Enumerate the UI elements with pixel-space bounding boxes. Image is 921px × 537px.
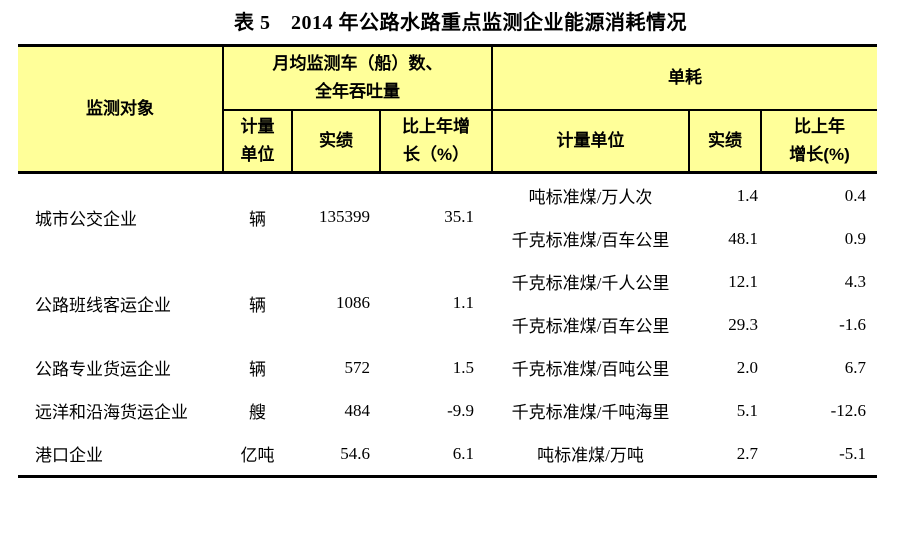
header-consumption-growth: 比上年 增长(%): [761, 110, 878, 174]
cell-enterprise-name: 公路专业货运企业: [18, 346, 223, 389]
header-row-columns: 计量 单位 实绩 比上年增 长（%） 计量单位 实绩 比上年 增长(%): [18, 110, 878, 174]
cell-enterprise-name: 公路班线客运企业: [18, 260, 223, 346]
table-row: 公路专业货运企业 辆 572 1.5 千克标准煤/百吨公里 2.0 6.7: [18, 346, 878, 389]
cell-consumption-actual: 12.1: [689, 260, 762, 303]
header-row-groups: 监测对象 月均监测车（船）数、 全年吞吐量 单耗: [18, 44, 878, 174]
cell-fleet-actual: 54.6: [292, 432, 380, 478]
cell-consumption-actual: 5.1: [689, 389, 762, 432]
cell-consumption-unit: 吨标准煤/万人次: [492, 172, 690, 217]
cell-consumption-actual: 2.7: [689, 432, 762, 478]
cell-fleet-unit: 辆: [223, 172, 292, 260]
cell-consumption-unit: 千克标准煤/百车公里: [492, 217, 690, 260]
cell-consumption-actual: 2.0: [689, 346, 762, 389]
cell-enterprise-name: 城市公交企业: [18, 172, 223, 260]
cell-consumption-growth: 6.7: [761, 346, 878, 389]
table-row: 公路班线客运企业 辆 1086 1.1 千克标准煤/千人公里 12.1 4.3: [18, 260, 878, 346]
cell-consumption-growth: -12.6: [761, 389, 878, 432]
table-row: 千克标准煤/百车公里 48.1 0.9: [18, 217, 878, 260]
cell-fleet-actual: 135399: [292, 172, 380, 260]
cell-fleet-unit: 辆: [223, 260, 292, 346]
cell-fleet-growth: 1.1: [380, 260, 493, 346]
header-monitoring-object: 监测对象: [18, 44, 224, 174]
table-row: 城市公交企业 辆 135399 35.1 吨标准煤/万人次 1.4 0.4: [18, 172, 878, 260]
header-consumption-actual: 实绩: [689, 110, 763, 174]
cell-fleet-growth: 1.5: [380, 346, 493, 389]
cell-consumption-growth: 0.4: [761, 172, 878, 217]
cell-fleet-unit: 亿吨: [223, 432, 292, 478]
cell-fleet-unit: 辆: [223, 346, 292, 389]
table-header: 监测对象 月均监测车（船）数、 全年吞吐量 单耗 计量 单位 实绩 比上年增 长…: [18, 44, 878, 174]
header-fleet-actual: 实绩: [292, 110, 381, 174]
cell-consumption-unit: 千克标准煤/千人公里: [492, 260, 690, 303]
cell-fleet-growth: -9.9: [380, 389, 493, 432]
cell-consumption-growth: -1.6: [761, 303, 878, 346]
cell-fleet-actual: 484: [292, 389, 380, 432]
cell-consumption-unit: 千克标准煤/百吨公里: [492, 346, 690, 389]
table-title: 表 5 2014 年公路水路重点监测企业能源消耗情况: [234, 12, 687, 34]
table-row: 远洋和沿海货运企业 艘 484 -9.9 千克标准煤/千吨海里 5.1 -12.…: [18, 389, 878, 432]
cell-consumption-actual: 29.3: [689, 303, 762, 346]
cell-enterprise-name: 港口企业: [18, 432, 223, 478]
header-fleet-unit: 计量 单位: [223, 110, 293, 174]
cell-consumption-unit: 吨标准煤/万吨: [492, 432, 690, 478]
cell-consumption-growth: 4.3: [761, 260, 878, 303]
table-row: 千克标准煤/百车公里 29.3 -1.6: [18, 303, 878, 346]
energy-consumption-table: 监测对象 月均监测车（船）数、 全年吞吐量 单耗 计量 单位 实绩 比上年增 长…: [18, 44, 878, 478]
table-body: 城市公交企业 辆 135399 35.1 吨标准煤/万人次 1.4 0.4 千克…: [18, 172, 878, 478]
cell-fleet-unit: 艘: [223, 389, 292, 432]
header-group-fleet-throughput: 月均监测车（船）数、 全年吞吐量: [223, 44, 494, 111]
header-group-unit-consumption: 单耗: [492, 44, 878, 111]
header-consumption-unit: 计量单位: [492, 110, 691, 174]
cell-enterprise-name: 远洋和沿海货运企业: [18, 389, 223, 432]
cell-fleet-actual: 572: [292, 346, 380, 389]
cell-consumption-growth: -5.1: [761, 432, 878, 478]
table-row: 港口企业 亿吨 54.6 6.1 吨标准煤/万吨 2.7 -5.1: [18, 432, 878, 478]
cell-consumption-growth: 0.9: [761, 217, 878, 260]
cell-fleet-growth: 35.1: [380, 172, 493, 260]
cell-consumption-actual: 1.4: [689, 172, 762, 217]
cell-consumption-unit: 千克标准煤/百车公里: [492, 303, 690, 346]
header-fleet-growth: 比上年增 长（%）: [380, 110, 494, 174]
cell-consumption-unit: 千克标准煤/千吨海里: [492, 389, 690, 432]
cell-consumption-actual: 48.1: [689, 217, 762, 260]
cell-fleet-actual: 1086: [292, 260, 380, 346]
cell-fleet-growth: 6.1: [380, 432, 493, 478]
